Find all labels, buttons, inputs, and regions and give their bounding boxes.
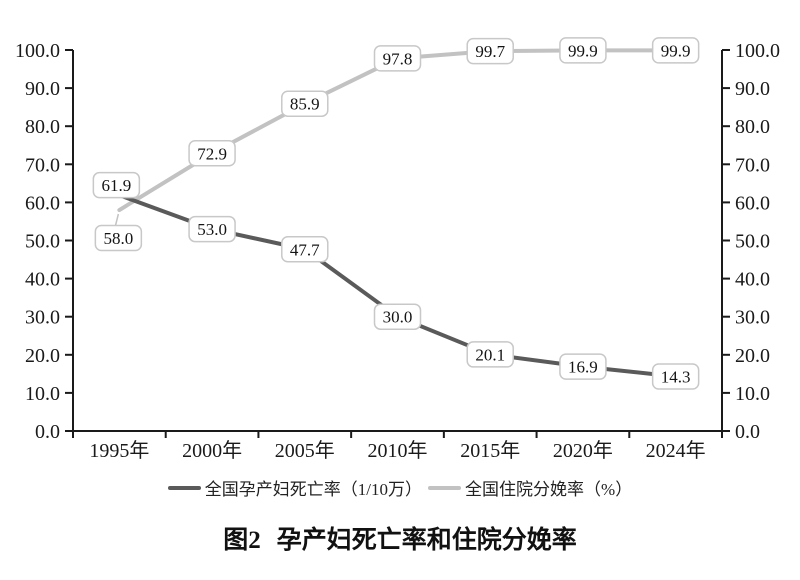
- data-label-leader: [114, 213, 120, 227]
- mortality-line-swatch: [167, 485, 201, 490]
- y-tick-label-left: 60.0: [25, 192, 60, 214]
- data-label-box: [559, 353, 607, 380]
- y-tick-label-left: 100.0: [15, 40, 60, 62]
- figure-title: 孕产妇死亡率和住院分娩率: [276, 527, 577, 554]
- data-label-value: 97.8: [383, 49, 413, 68]
- chart-legend: 全国孕产妇死亡率（1/10万） 全国住院分娩率（%）: [0, 475, 800, 500]
- legend-item-mortality: 全国孕产妇死亡率（1/10万）: [167, 475, 423, 500]
- data-label-value: 72.9: [197, 144, 227, 163]
- y-tick-label-left: 0.0: [35, 421, 60, 443]
- y-tick-label-right: 20.0: [735, 345, 770, 367]
- data-label-box: [466, 37, 514, 65]
- data-label-box: [559, 37, 607, 64]
- y-tick-label-right: 50.0: [735, 231, 770, 253]
- y-tick-label-right: 40.0: [735, 269, 770, 291]
- data-label-box: [92, 171, 141, 199]
- y-tick-label-right: 10.0: [735, 383, 770, 405]
- data-label-value: 30.0: [383, 308, 413, 327]
- data-label-value: 61.9: [101, 176, 131, 195]
- data-label-value: 99.7: [475, 42, 505, 61]
- y-tick-label-left: 40.0: [25, 269, 60, 291]
- x-tick-label: 2005年: [275, 439, 335, 462]
- data-label-box: [281, 90, 329, 117]
- y-tick-label-right: 80.0: [735, 116, 770, 138]
- x-tick-label: 2010年: [368, 439, 428, 462]
- x-tick-label: 1995年: [89, 439, 149, 462]
- x-tick-label: 2024年: [646, 439, 706, 462]
- figure-number: 图2: [223, 527, 261, 554]
- data-label-box: [94, 224, 143, 252]
- y-tick-label-right: 30.0: [735, 307, 770, 329]
- y-tick-label-right: 0.0: [735, 421, 760, 443]
- data-label-box: [373, 45, 422, 72]
- y-tick-label-left: 90.0: [25, 78, 60, 100]
- x-tick-label: 2020年: [553, 439, 613, 462]
- data-label-value: 20.1: [475, 345, 505, 364]
- dual-axis-line-chart: 0.0 0.0 10.0 10.0 20.0 20.0 30.0 30.0 40.0 40.0 50…: [15, 37, 780, 462]
- data-label-value: 16.9: [568, 358, 598, 377]
- figure-caption: 图2 孕产妇死亡率和住院分娩率: [0, 520, 800, 556]
- series-line-delivery: [117, 48, 678, 213]
- data-label-box: [466, 341, 514, 368]
- data-label-box: [281, 236, 329, 263]
- data-label-value: 14.3: [661, 368, 691, 387]
- data-label-box: [651, 363, 700, 390]
- legend-item-delivery: 全国住院分娩率（%）: [428, 475, 632, 500]
- data-label-value: 85.9: [290, 95, 320, 114]
- y-tick-label-right: 100.0: [735, 40, 780, 62]
- y-tick-label-left: 10.0: [25, 383, 60, 405]
- data-label-box: [188, 140, 236, 167]
- y-tick-label-right: 60.0: [735, 192, 770, 214]
- data-label-value: 99.9: [568, 41, 598, 60]
- data-label-box: [651, 37, 700, 64]
- y-tick-label-left: 30.0: [25, 307, 60, 329]
- y-tick-label-right: 70.0: [735, 154, 770, 176]
- x-tick-label: 2015年: [460, 439, 520, 462]
- y-tick-label-left: 80.0: [25, 116, 60, 138]
- data-label-value: 99.9: [661, 41, 691, 60]
- data-label-value: 47.7: [290, 240, 320, 259]
- legend-label-mortality: 全国孕产妇死亡率（1/10万）: [204, 480, 423, 499]
- y-tick-label-left: 50.0: [25, 231, 60, 253]
- data-label-box: [373, 303, 422, 330]
- data-label-value: 53.0: [197, 220, 227, 239]
- legend-label-delivery: 全国住院分娩率（%）: [465, 480, 633, 499]
- data-label-value: 58.0: [103, 229, 133, 248]
- delivery-line-swatch: [428, 485, 462, 490]
- x-tick-label: 2000年: [182, 439, 242, 462]
- y-tick-label-left: 70.0: [25, 154, 60, 176]
- y-tick-label-left: 20.0: [25, 345, 60, 367]
- data-label-box: [188, 215, 236, 243]
- y-tick-label-right: 90.0: [735, 78, 770, 100]
